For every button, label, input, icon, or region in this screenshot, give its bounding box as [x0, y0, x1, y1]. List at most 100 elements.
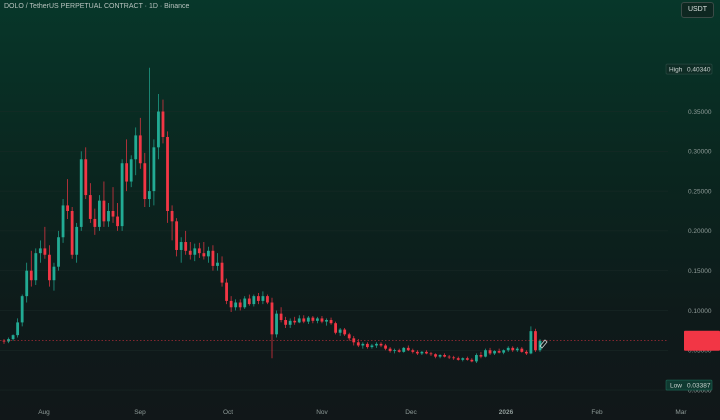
candle [474, 353, 478, 363]
candle-body [484, 350, 487, 357]
candle [220, 256, 224, 287]
candle-body [420, 351, 424, 354]
candle [406, 345, 410, 352]
candle-body [38, 248, 42, 254]
candle [175, 218, 179, 257]
y-tick-label: 0.20000 [688, 228, 712, 235]
candle-body [16, 322, 20, 336]
candle-body [429, 353, 433, 355]
candle [261, 291, 265, 305]
candle [388, 347, 392, 353]
candle-body [365, 343, 369, 348]
candle-body [425, 351, 428, 354]
candle [320, 316, 324, 324]
candle [493, 350, 496, 356]
candle [311, 316, 315, 324]
candle-body [384, 345, 387, 349]
last-price-tag [684, 330, 720, 351]
candle [402, 347, 406, 353]
candle-body [116, 216, 119, 227]
candle [425, 350, 428, 355]
candle-body [347, 334, 351, 339]
candle-body [93, 218, 97, 227]
candle-body [11, 335, 15, 340]
candle [34, 248, 38, 285]
y-tick-label: 0.15000 [688, 268, 712, 275]
candle-body [415, 351, 419, 354]
candle-body [406, 347, 410, 351]
candle-body [275, 313, 278, 335]
candle-body [34, 253, 38, 281]
candle-body [102, 200, 106, 222]
candle [393, 348, 397, 354]
candle [370, 343, 374, 349]
candle [152, 139, 156, 206]
candle [234, 299, 238, 311]
candle [93, 208, 97, 235]
candle-body [48, 254, 51, 281]
pencil-icon[interactable] [539, 339, 548, 349]
candle-body [488, 350, 492, 354]
candle-body [302, 318, 306, 322]
candle [379, 342, 383, 348]
candle-body [434, 354, 437, 357]
candle [11, 334, 15, 341]
candle-body [229, 300, 233, 308]
candle [361, 342, 365, 349]
candle [397, 348, 401, 353]
candle-body [2, 340, 6, 342]
candle [225, 278, 228, 305]
candle [511, 346, 515, 352]
candle [329, 317, 333, 325]
candle [193, 243, 197, 262]
candle-body [120, 163, 124, 227]
candle-body [515, 348, 519, 351]
candle-body [447, 356, 451, 358]
candle-body [270, 302, 274, 335]
candle-body [375, 343, 378, 346]
x-tick-label: Mar [675, 409, 687, 416]
candle-body [529, 331, 533, 354]
candle-body [57, 237, 60, 267]
candle [120, 159, 124, 231]
candle-body [206, 250, 210, 257]
candle-body [152, 147, 156, 192]
candle [443, 353, 447, 358]
candle [243, 296, 247, 309]
candle [84, 147, 88, 200]
candle-body [343, 329, 347, 335]
candle-body [261, 296, 265, 301]
candle [61, 199, 65, 243]
candle [238, 299, 242, 311]
candle-body [170, 210, 174, 222]
candle-body [243, 298, 247, 308]
currency-button[interactable]: USDT [680, 2, 714, 18]
candle-body [320, 318, 324, 322]
high-value: 0.40340 [687, 66, 711, 73]
candle-body [279, 313, 283, 321]
candle-body [84, 159, 88, 196]
candle [66, 179, 70, 219]
candle-body [175, 221, 179, 250]
candle [411, 348, 415, 354]
x-axis: Aug Sep Oct Nov Dec 2026 Feb Mar [38, 409, 687, 416]
x-tick-label: 2026 [499, 409, 514, 416]
candle-body [284, 320, 288, 325]
candle [197, 242, 201, 258]
candle [79, 151, 83, 231]
candle-body [20, 296, 24, 323]
candle-body [461, 358, 465, 360]
candle [2, 339, 6, 344]
candle [461, 357, 465, 362]
candle [338, 327, 342, 336]
candle-body [238, 302, 242, 308]
candle [252, 294, 256, 307]
candle-body [138, 135, 142, 164]
low-marker: Low 0.03387 [665, 379, 713, 391]
candle [216, 253, 219, 271]
candle-body [506, 347, 510, 351]
y-tick-label: 0.25000 [688, 188, 712, 195]
high-label: High [669, 66, 683, 73]
candle-body [502, 350, 506, 353]
